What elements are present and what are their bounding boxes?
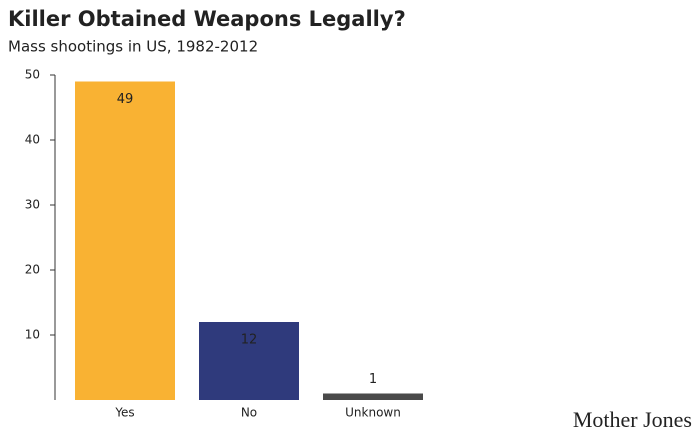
- chart-subtitle: Mass shootings in US, 1982-2012: [8, 38, 258, 56]
- y-tick-label: 30: [25, 198, 40, 212]
- x-tick-label: Unknown: [345, 406, 401, 420]
- data-label: 1: [369, 372, 377, 387]
- x-tick-label: No: [241, 406, 257, 420]
- bar: [323, 393, 423, 400]
- y-tick-label: 10: [25, 328, 40, 342]
- chart-title: Killer Obtained Weapons Legally?: [8, 7, 406, 31]
- x-tick-label: Yes: [114, 406, 134, 420]
- data-label: 49: [117, 92, 134, 107]
- source: Mother Jones: [573, 407, 692, 432]
- bar: [75, 81, 175, 400]
- y-tick-label: 20: [25, 263, 40, 277]
- y-tick-label: 50: [25, 68, 40, 82]
- data-label: 12: [241, 333, 258, 348]
- y-tick-label: 40: [25, 133, 40, 147]
- bar: [199, 322, 299, 400]
